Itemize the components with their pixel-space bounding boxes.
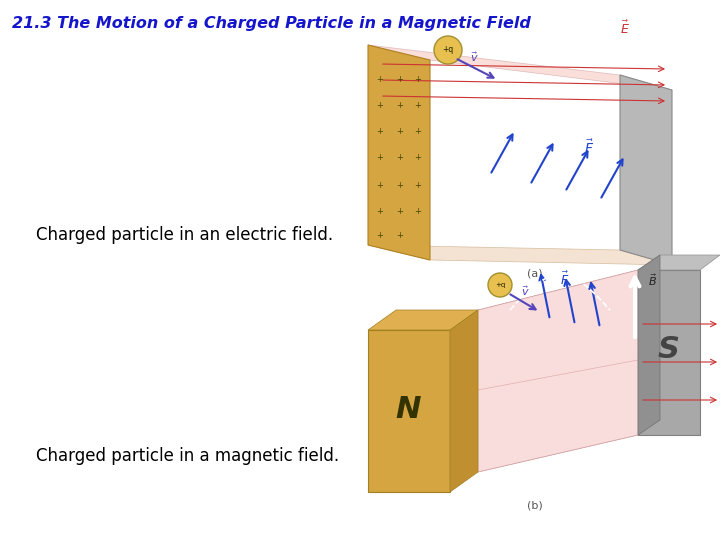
Text: +: + xyxy=(397,100,403,110)
Polygon shape xyxy=(368,45,430,260)
Text: +: + xyxy=(397,153,403,163)
Text: +: + xyxy=(377,180,384,190)
Polygon shape xyxy=(638,255,720,270)
Text: +: + xyxy=(397,207,403,217)
Text: +: + xyxy=(415,100,421,110)
Text: N: N xyxy=(395,395,420,424)
Circle shape xyxy=(434,36,462,64)
Text: (b): (b) xyxy=(527,500,543,510)
Text: $\vec{v}$: $\vec{v}$ xyxy=(469,50,478,64)
Text: +: + xyxy=(415,127,421,137)
Polygon shape xyxy=(450,310,478,492)
Text: +: + xyxy=(415,180,421,190)
Polygon shape xyxy=(638,255,660,435)
Text: +: + xyxy=(397,180,403,190)
Text: +: + xyxy=(415,207,421,217)
Text: +: + xyxy=(377,127,384,137)
Text: +: + xyxy=(415,76,421,84)
Text: +: + xyxy=(397,127,403,137)
Text: +: + xyxy=(415,153,421,163)
Text: Charged particle in an electric field.: Charged particle in an electric field. xyxy=(36,226,333,244)
Text: +: + xyxy=(377,153,384,163)
Text: +: + xyxy=(377,231,384,240)
Text: $\vec{B}$: $\vec{B}$ xyxy=(648,272,657,288)
Polygon shape xyxy=(368,310,478,330)
Circle shape xyxy=(488,273,512,297)
Text: +: + xyxy=(377,100,384,110)
Text: $\vec{F}$: $\vec{F}$ xyxy=(584,139,594,157)
Text: Charged particle in a magnetic field.: Charged particle in a magnetic field. xyxy=(36,447,339,465)
Text: S: S xyxy=(658,335,680,364)
Text: 21.3 The Motion of a Charged Particle in a Magnetic Field: 21.3 The Motion of a Charged Particle in… xyxy=(12,16,531,31)
Text: +: + xyxy=(397,231,403,240)
Text: +q: +q xyxy=(442,45,454,55)
Text: +: + xyxy=(377,76,384,84)
Text: +: + xyxy=(397,76,403,84)
Text: +q: +q xyxy=(495,282,505,288)
Text: $\vec{E}$: $\vec{E}$ xyxy=(620,20,630,37)
Polygon shape xyxy=(368,45,672,90)
Polygon shape xyxy=(368,330,450,492)
Text: $\vec{v}$: $\vec{v}$ xyxy=(521,284,529,298)
Text: $\vec{F}$: $\vec{F}$ xyxy=(560,271,570,288)
Text: (a): (a) xyxy=(527,268,543,278)
Text: +: + xyxy=(377,207,384,217)
Polygon shape xyxy=(368,245,672,265)
Polygon shape xyxy=(478,270,638,472)
Polygon shape xyxy=(638,270,700,435)
Polygon shape xyxy=(620,75,672,265)
